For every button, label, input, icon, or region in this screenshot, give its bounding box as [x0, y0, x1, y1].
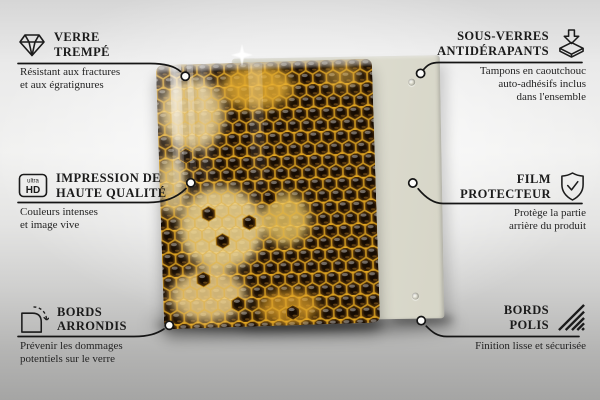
callout-sous-verres: SOUS-VERRES ANTIDÉRAPANTS: [410, 28, 586, 59]
callout-verre-trempe: VERRE TREMPÉ: [18, 30, 178, 59]
mounting-hole: [411, 292, 419, 300]
shield-check-icon: [559, 171, 586, 202]
callout-title: BORDS ARRONDIS: [57, 304, 127, 334]
callout-title: SOUS-VERRES ANTIDÉRAPANTS: [437, 29, 549, 58]
diamond-icon: [18, 32, 46, 58]
callout-bords-arrondis: BORDS ARRONDIS: [18, 304, 178, 334]
honeycomb-print: [155, 58, 381, 330]
product-glass-panel: [155, 58, 381, 330]
callout-film-protecteur: FILM PROTECTEUR: [410, 171, 586, 202]
sparkle-icon: [231, 44, 253, 66]
callout-title: FILM PROTECTEUR: [460, 172, 551, 201]
callout-title: IMPRESSION DE HAUTE QUALITÉ: [56, 171, 167, 200]
callout-bords-polis: BORDS POLIS: [410, 303, 586, 332]
polished-edges-icon: [557, 303, 586, 332]
callout-subtitle: Tampons en caoutchouc auto-adhésifs incl…: [479, 65, 586, 103]
callout-subtitle: Résistant aux fractures et aux égratignu…: [20, 66, 121, 91]
callout-title: BORDS POLIS: [503, 303, 549, 332]
callout-subtitle: Prévenir les dommages potentiels sur le …: [20, 340, 123, 365]
svg-text:ultra: ultra: [27, 179, 39, 185]
callout-subtitle: Protège la partie arrière du produit: [509, 207, 586, 232]
rounded-corner-icon: [18, 304, 49, 334]
callout-impression-hd: ultra HD IMPRESSION DE HAUTE QUALITÉ: [18, 171, 178, 200]
rubber-pads-icon: [557, 28, 586, 59]
svg-text:HD: HD: [26, 185, 40, 196]
callout-subtitle: Couleurs intenses et image vive: [20, 206, 98, 231]
ultra-hd-icon: ultra HD: [18, 173, 48, 198]
callout-title: VERRE TREMPÉ: [54, 30, 110, 59]
callout-subtitle: Finition lisse et sécurisée: [475, 340, 586, 352]
